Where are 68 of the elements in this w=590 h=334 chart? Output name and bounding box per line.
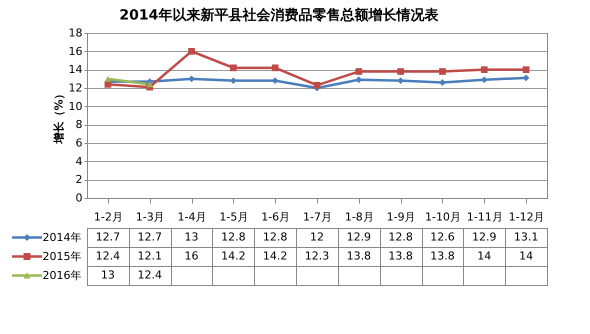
point bbox=[188, 75, 195, 82]
point bbox=[230, 64, 237, 72]
y-tick-label: 4 bbox=[76, 154, 82, 168]
y-tick-label: 14 bbox=[68, 63, 82, 76]
data-label: 12.6 bbox=[430, 230, 455, 244]
y-tick-label: 12 bbox=[68, 82, 82, 94]
y-tick-label: 8 bbox=[76, 118, 82, 132]
x-tick-label: 1-8月 bbox=[344, 210, 374, 224]
data-label: 12.1 bbox=[137, 250, 162, 262]
data-label: 12.3 bbox=[304, 250, 330, 262]
chart-title: 2014年以来新平县社会消费品零售总额增长情况表 bbox=[119, 6, 440, 24]
data-label: 12.7 bbox=[137, 230, 162, 244]
x-tick-label: 1-9月 bbox=[386, 210, 416, 224]
data-label: 13.8 bbox=[346, 250, 372, 262]
point bbox=[397, 77, 404, 84]
data-label: 14 bbox=[519, 250, 534, 262]
point bbox=[314, 82, 320, 89]
point bbox=[480, 66, 488, 74]
data-label: 14 bbox=[477, 250, 492, 262]
x-tick-label: 1-5月 bbox=[219, 210, 248, 224]
y-tick-label: 18 bbox=[68, 26, 82, 40]
x-tick-label: 1-4月 bbox=[178, 210, 207, 224]
point bbox=[272, 64, 279, 72]
point bbox=[522, 74, 530, 82]
x-tick-label: 1-11月 bbox=[466, 210, 503, 224]
point bbox=[522, 66, 530, 74]
point bbox=[439, 79, 446, 86]
legend-label: 2015年 bbox=[42, 250, 82, 263]
data-label: 12.4 bbox=[137, 268, 162, 282]
data-label: 13 bbox=[100, 268, 115, 282]
y-tick-label: 16 bbox=[68, 44, 82, 58]
y-axis-title: 增长（%） bbox=[52, 88, 66, 145]
data-label: 12.8 bbox=[388, 230, 413, 244]
data-label: 16 bbox=[184, 250, 199, 262]
point bbox=[188, 48, 195, 55]
data-label: 12.4 bbox=[96, 250, 120, 262]
x-tick-label: 1-6月 bbox=[261, 210, 290, 224]
data-label: 12.9 bbox=[346, 230, 372, 244]
data-label: 13.1 bbox=[514, 230, 538, 244]
y-tick-label: 10 bbox=[68, 100, 82, 113]
x-tick-label: 1-10月 bbox=[424, 210, 461, 224]
point bbox=[355, 68, 362, 75]
point bbox=[355, 76, 362, 84]
data-label: 13.8 bbox=[388, 250, 413, 262]
point bbox=[439, 68, 446, 75]
x-tick-label: 1-2月 bbox=[94, 210, 123, 224]
x-tick-label: 1-3月 bbox=[136, 210, 165, 224]
point bbox=[480, 76, 488, 84]
data-label: 14.2 bbox=[221, 250, 246, 262]
data-label: 12 bbox=[310, 230, 324, 244]
point bbox=[397, 68, 404, 75]
data-label: 13.8 bbox=[430, 250, 455, 262]
legend-label: 2014年 bbox=[42, 231, 82, 244]
data-label: 12.8 bbox=[262, 230, 288, 244]
data-label: 14.2 bbox=[262, 250, 288, 262]
data-label: 13 bbox=[184, 230, 199, 244]
y-tick-label: 0 bbox=[76, 192, 82, 204]
legend-label: 2016年 bbox=[42, 269, 82, 282]
x-tick-label: 1-12月 bbox=[508, 210, 545, 224]
point bbox=[272, 77, 279, 84]
data-label: 12.8 bbox=[221, 230, 246, 244]
x-tick-label: 1-7月 bbox=[303, 210, 332, 224]
point bbox=[104, 80, 112, 88]
data-label: 12.9 bbox=[472, 230, 497, 244]
y-tick-label: 2 bbox=[76, 173, 82, 186]
data-label: 12.7 bbox=[96, 230, 120, 244]
y-tick-label: 6 bbox=[76, 136, 82, 150]
point bbox=[230, 77, 237, 84]
